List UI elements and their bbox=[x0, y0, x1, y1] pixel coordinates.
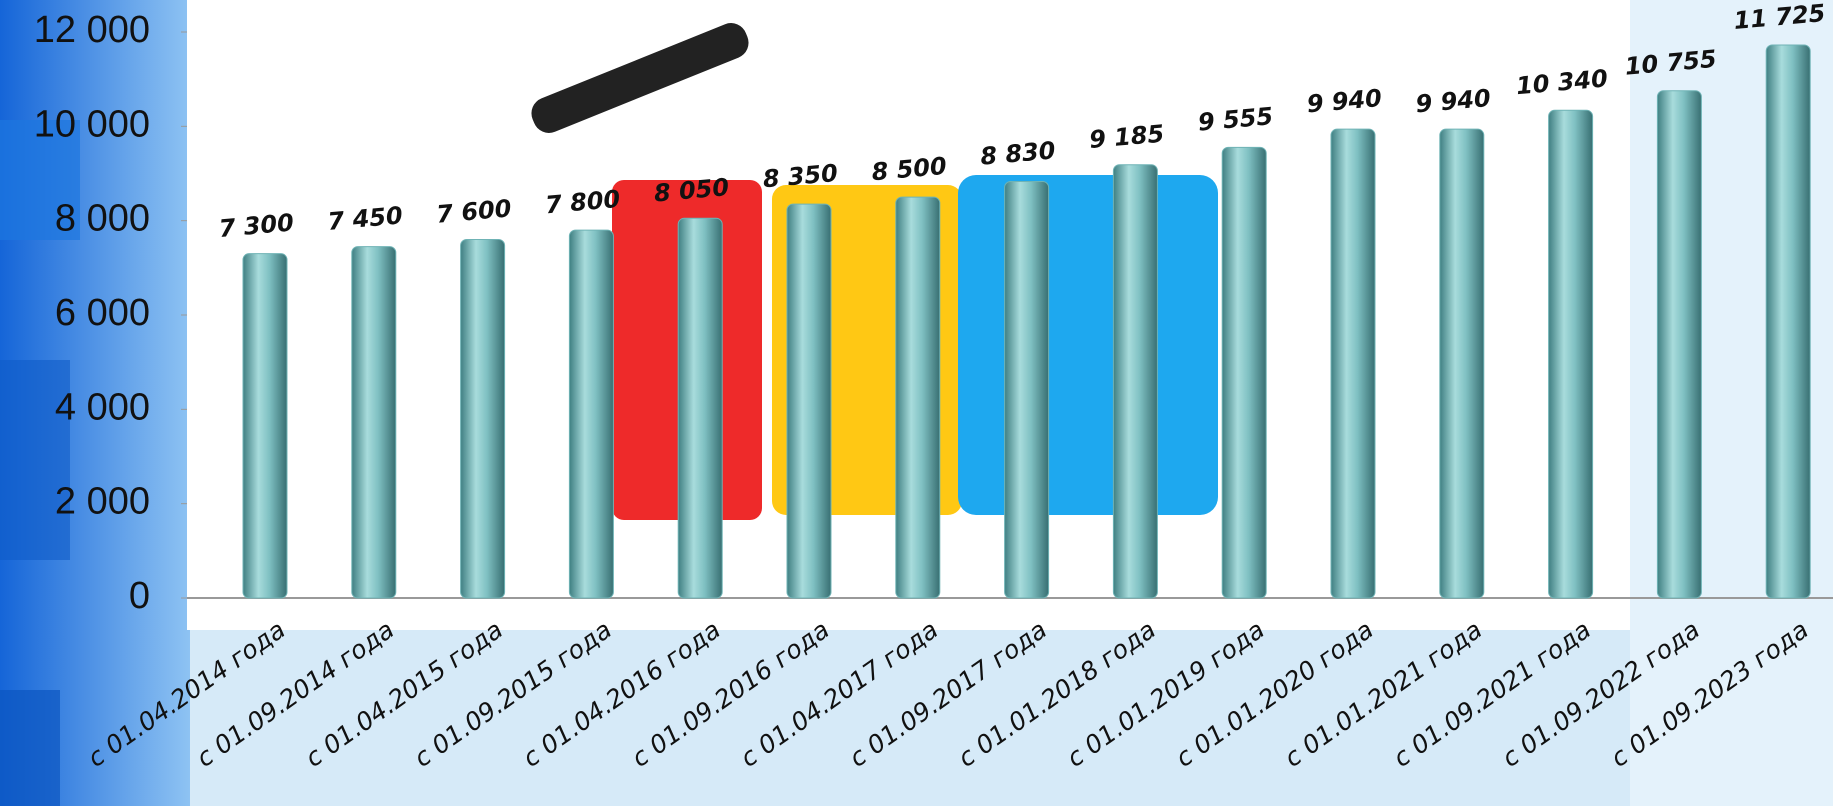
bar bbox=[1112, 164, 1158, 599]
y-tick-label: 4 000 bbox=[55, 386, 150, 428]
bar bbox=[351, 246, 397, 599]
bar bbox=[1548, 109, 1594, 599]
left-patch bbox=[0, 360, 70, 560]
magnifier-handle bbox=[531, 23, 749, 133]
y-tick-label: 0 bbox=[129, 575, 150, 617]
bar bbox=[460, 239, 506, 599]
value-label: 9 185 bbox=[1088, 120, 1165, 154]
bar bbox=[1439, 128, 1485, 599]
value-label: 8 350 bbox=[762, 159, 839, 193]
value-label: 8 500 bbox=[870, 152, 947, 186]
value-label: 8 050 bbox=[653, 173, 730, 207]
value-label: 9 940 bbox=[1414, 84, 1491, 118]
y-tick-label: 10 000 bbox=[34, 103, 150, 145]
value-label: 7 450 bbox=[326, 201, 403, 235]
y-tick-label: 8 000 bbox=[55, 198, 150, 240]
bar bbox=[677, 217, 723, 599]
value-label: 7 600 bbox=[435, 194, 512, 228]
left-patch bbox=[0, 120, 80, 240]
value-label: 7 300 bbox=[218, 208, 295, 242]
bar bbox=[242, 253, 288, 599]
bar bbox=[1004, 181, 1050, 599]
bar bbox=[1765, 44, 1811, 599]
y-tick-label: 2 000 bbox=[55, 481, 150, 523]
folder-blue bbox=[958, 175, 1218, 515]
bar bbox=[568, 229, 614, 599]
bar bbox=[1330, 128, 1376, 599]
value-label: 9 940 bbox=[1306, 84, 1383, 118]
value-label: 8 830 bbox=[979, 136, 1056, 170]
y-tick-label: 6 000 bbox=[55, 292, 150, 334]
bar bbox=[786, 203, 832, 599]
bar bbox=[895, 196, 941, 599]
bar bbox=[1221, 146, 1267, 599]
left-patch bbox=[0, 690, 60, 806]
bar bbox=[1656, 90, 1702, 599]
value-label: 7 800 bbox=[544, 185, 621, 219]
value-label: 9 555 bbox=[1197, 102, 1274, 136]
y-tick-label: 12 000 bbox=[34, 9, 150, 51]
